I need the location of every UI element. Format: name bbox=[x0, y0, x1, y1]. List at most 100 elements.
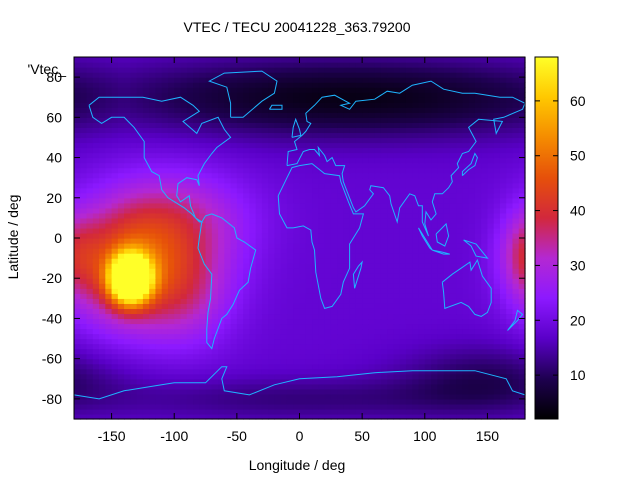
heatmap-cell bbox=[512, 212, 520, 219]
heatmap-cell bbox=[305, 373, 313, 380]
heatmap-cell bbox=[362, 388, 369, 395]
heatmap-cell bbox=[481, 152, 489, 159]
heatmap-cell bbox=[105, 152, 113, 159]
heatmap-cell bbox=[92, 253, 100, 259]
heatmap-cell bbox=[124, 263, 131, 269]
heatmap-cell bbox=[80, 383, 88, 390]
heatmap-cell bbox=[399, 232, 407, 239]
heatmap-cell bbox=[243, 232, 250, 239]
heatmap-cell bbox=[424, 107, 432, 113]
heatmap-cell bbox=[362, 202, 369, 209]
heatmap-cell bbox=[337, 308, 344, 315]
heatmap-cell bbox=[274, 142, 282, 149]
heatmap-cell bbox=[155, 162, 163, 169]
heatmap-cell bbox=[499, 258, 507, 264]
heatmap-cell bbox=[261, 343, 269, 350]
heatmap-cell bbox=[305, 323, 313, 330]
heatmap-cell bbox=[293, 348, 301, 355]
heatmap-cell bbox=[412, 177, 420, 184]
heatmap-cell bbox=[174, 162, 182, 169]
heatmap-cell bbox=[243, 102, 250, 108]
heatmap-cell bbox=[186, 258, 194, 264]
heatmap-cell bbox=[255, 72, 263, 78]
heatmap-cell bbox=[149, 82, 157, 88]
heatmap-cell bbox=[431, 298, 438, 304]
heatmap-cell bbox=[117, 323, 125, 330]
heatmap-cell bbox=[274, 353, 282, 360]
heatmap-cell bbox=[193, 197, 200, 204]
heatmap-cell bbox=[280, 398, 288, 405]
heatmap-cell bbox=[124, 333, 131, 340]
heatmap-cell bbox=[180, 313, 188, 320]
heatmap-cell bbox=[174, 328, 182, 335]
heatmap-cell bbox=[186, 403, 194, 410]
heatmap-cell bbox=[506, 227, 514, 234]
heatmap-cell bbox=[74, 157, 81, 164]
heatmap-cell bbox=[493, 187, 501, 194]
heatmap-cell bbox=[312, 97, 319, 103]
heatmap-cell bbox=[180, 353, 188, 360]
heatmap-cell bbox=[324, 102, 332, 108]
heatmap-cell bbox=[186, 77, 194, 83]
heatmap-cell bbox=[374, 232, 382, 239]
heatmap-cell bbox=[374, 87, 382, 93]
heatmap-cell bbox=[299, 283, 307, 289]
heatmap-cell bbox=[274, 338, 282, 345]
heatmap-cell bbox=[249, 243, 257, 249]
heatmap-cell bbox=[349, 393, 357, 400]
heatmap-cell bbox=[449, 227, 457, 234]
heatmap-cell bbox=[180, 112, 188, 118]
heatmap-cell bbox=[199, 388, 207, 395]
heatmap-cell bbox=[512, 137, 520, 144]
heatmap-cell bbox=[199, 82, 207, 88]
heatmap-cell bbox=[124, 137, 131, 144]
heatmap-cell bbox=[280, 152, 288, 159]
heatmap-cell bbox=[274, 217, 282, 224]
heatmap-cell bbox=[399, 157, 407, 164]
heatmap-cell bbox=[224, 222, 232, 229]
heatmap-cell bbox=[443, 202, 451, 209]
heatmap-cell bbox=[142, 232, 150, 239]
heatmap-cell bbox=[142, 127, 150, 134]
heatmap-cell bbox=[312, 238, 319, 244]
heatmap-cell bbox=[493, 253, 501, 259]
heatmap-cell bbox=[230, 323, 238, 330]
heatmap-cell bbox=[468, 212, 476, 219]
heatmap-cell bbox=[380, 197, 388, 204]
heatmap-cell bbox=[243, 298, 250, 304]
heatmap-cell bbox=[105, 313, 113, 320]
heatmap-cell bbox=[199, 253, 207, 259]
heatmap-cell bbox=[193, 338, 200, 345]
heatmap-cell bbox=[224, 167, 232, 174]
heatmap-cell bbox=[155, 388, 163, 395]
heatmap-cell bbox=[456, 303, 463, 309]
heatmap-cell bbox=[293, 82, 301, 88]
heatmap-cell bbox=[236, 363, 244, 370]
heatmap-cell bbox=[211, 253, 219, 259]
heatmap-cell bbox=[424, 383, 432, 390]
heatmap-cell bbox=[105, 243, 113, 249]
heatmap-cell bbox=[362, 318, 369, 325]
heatmap-cell bbox=[186, 232, 194, 239]
heatmap-cell bbox=[443, 278, 451, 284]
heatmap-cell bbox=[424, 217, 432, 224]
heatmap-cell bbox=[86, 248, 94, 254]
heatmap-cell bbox=[117, 122, 125, 128]
heatmap-cell bbox=[149, 182, 157, 189]
heatmap-cell bbox=[330, 358, 338, 365]
heatmap-cell bbox=[449, 313, 457, 320]
heatmap-cell bbox=[481, 122, 489, 128]
heatmap-cell bbox=[180, 258, 188, 264]
heatmap-cell bbox=[243, 72, 250, 78]
heatmap-cell bbox=[487, 207, 495, 214]
heatmap-cell bbox=[518, 343, 526, 350]
heatmap-cell bbox=[199, 358, 207, 365]
heatmap-cell bbox=[86, 197, 94, 204]
heatmap-cell bbox=[255, 313, 263, 320]
heatmap-cell bbox=[161, 92, 169, 98]
heatmap-cell bbox=[149, 308, 157, 315]
heatmap-cell bbox=[205, 227, 213, 234]
heatmap-cell bbox=[387, 243, 395, 249]
heatmap-cell bbox=[268, 318, 276, 325]
heatmap-cell bbox=[136, 248, 144, 254]
